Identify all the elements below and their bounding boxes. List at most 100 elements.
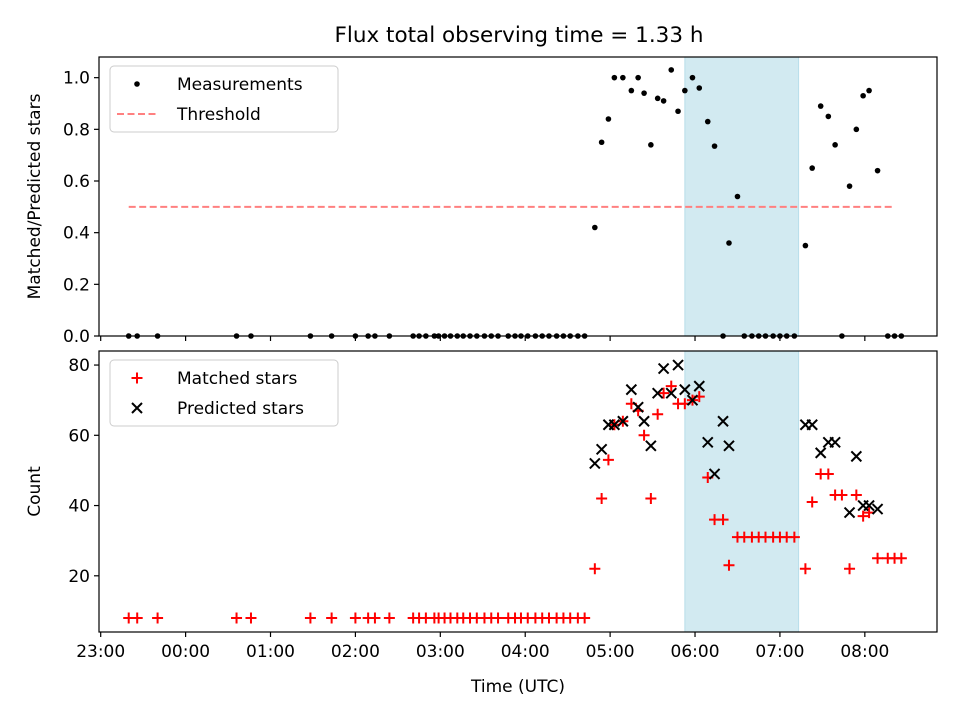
data-point — [802, 242, 809, 249]
y-axis-label: Matched/Predicted stars — [25, 93, 45, 299]
legend-label: Matched stars — [177, 369, 297, 389]
data-point — [635, 74, 641, 81]
data-point — [850, 489, 862, 501]
legend-label: Threshold — [176, 105, 261, 125]
data-point — [723, 440, 735, 452]
series-matched-stars — [123, 380, 907, 624]
y-tick-label: 1.0 — [63, 69, 90, 89]
data-point — [595, 443, 608, 456]
data-point — [611, 74, 618, 81]
data-point — [638, 415, 650, 427]
data-point — [596, 493, 608, 505]
data-point — [844, 563, 856, 575]
bottom-panel: 20 40 60 80 23:00 00:00 01:00 02:00 03:00 04:00 05… — [25, 350, 938, 697]
data-point — [814, 447, 827, 459]
data-point — [657, 362, 670, 375]
y-axis-label: Count — [25, 466, 45, 517]
data-point — [245, 612, 257, 624]
data-point — [836, 489, 848, 501]
data-point — [492, 612, 504, 624]
legend-measurements-swatch — [134, 81, 140, 87]
data-point — [668, 67, 675, 73]
data-point — [860, 92, 866, 99]
shaded-region — [684, 56, 800, 337]
data-point — [686, 394, 699, 406]
data-point — [702, 436, 714, 449]
data-point — [832, 142, 838, 148]
legend-matched-swatch — [131, 372, 143, 384]
data-point — [641, 90, 647, 96]
y-tick-label: 0.6 — [63, 172, 90, 192]
data-point — [704, 118, 711, 125]
data-point — [651, 387, 664, 399]
data-point — [632, 401, 644, 413]
y-tick-label: 40 — [68, 497, 90, 517]
data-point — [679, 383, 691, 396]
x-tick-label: 08:00 — [840, 642, 889, 662]
data-point — [589, 563, 601, 575]
data-point — [131, 612, 143, 624]
data-point — [829, 436, 841, 449]
x-tick-label: 23:00 — [76, 642, 125, 662]
plot-frame — [98, 350, 938, 633]
data-point — [799, 563, 811, 575]
data-point — [895, 552, 907, 564]
data-point — [809, 165, 815, 171]
data-point — [326, 612, 338, 624]
series-predicted-stars — [589, 359, 884, 519]
data-point — [708, 468, 721, 480]
x-tick-label: 05:00 — [586, 642, 635, 662]
data-point — [672, 359, 684, 371]
y-tick-label: 20 — [68, 567, 90, 587]
y-tick-label: 80 — [68, 356, 90, 376]
data-point — [853, 126, 860, 133]
data-point — [806, 419, 818, 431]
data-point — [689, 74, 696, 81]
data-point — [645, 440, 657, 452]
legend: Matched stars Predicted stars — [109, 359, 339, 427]
data-point — [598, 139, 605, 146]
legend-box — [109, 359, 339, 427]
data-point — [863, 499, 875, 512]
data-point — [711, 143, 718, 149]
data-point — [645, 493, 657, 505]
x-tick-label: 00:00 — [161, 642, 210, 662]
data-point — [602, 454, 614, 466]
data-point — [620, 74, 626, 81]
data-point — [723, 559, 735, 571]
data-point — [152, 612, 164, 624]
data-point — [628, 87, 635, 94]
data-point — [589, 457, 601, 470]
data-point — [349, 612, 361, 624]
data-point — [726, 240, 732, 246]
data-point — [608, 419, 621, 431]
data-point — [665, 387, 677, 399]
x-tick-label: 04:00 — [501, 642, 550, 662]
data-point — [654, 95, 661, 102]
y-tick-label: 0.0 — [63, 327, 90, 347]
x-tick-label: 07:00 — [755, 642, 804, 662]
data-point — [652, 408, 664, 420]
data-point — [658, 387, 670, 399]
data-point — [625, 383, 638, 396]
data-point — [788, 531, 800, 543]
plot-frame — [98, 56, 938, 337]
chart-title: Flux total observing time = 1.33 h — [335, 23, 704, 48]
data-point — [871, 503, 884, 515]
data-point — [874, 167, 881, 174]
top-panel: 0.0 0.2 0.4 0.6 0.8 1.0 Matched/Predicted star… — [25, 56, 938, 347]
legend-label: Predicted stars — [177, 399, 304, 419]
data-point — [369, 612, 381, 624]
y-tick-label: 0.4 — [63, 224, 90, 244]
data-point — [682, 87, 688, 94]
data-point — [846, 183, 853, 189]
legend-label: Measurements — [177, 75, 303, 95]
data-point — [383, 612, 395, 624]
data-point — [638, 429, 650, 441]
shaded-region — [684, 350, 800, 633]
x-tick-label: 02:00 — [331, 642, 380, 662]
data-point — [850, 450, 863, 463]
data-point — [734, 193, 741, 200]
data-point — [817, 103, 824, 109]
data-point — [825, 113, 832, 120]
